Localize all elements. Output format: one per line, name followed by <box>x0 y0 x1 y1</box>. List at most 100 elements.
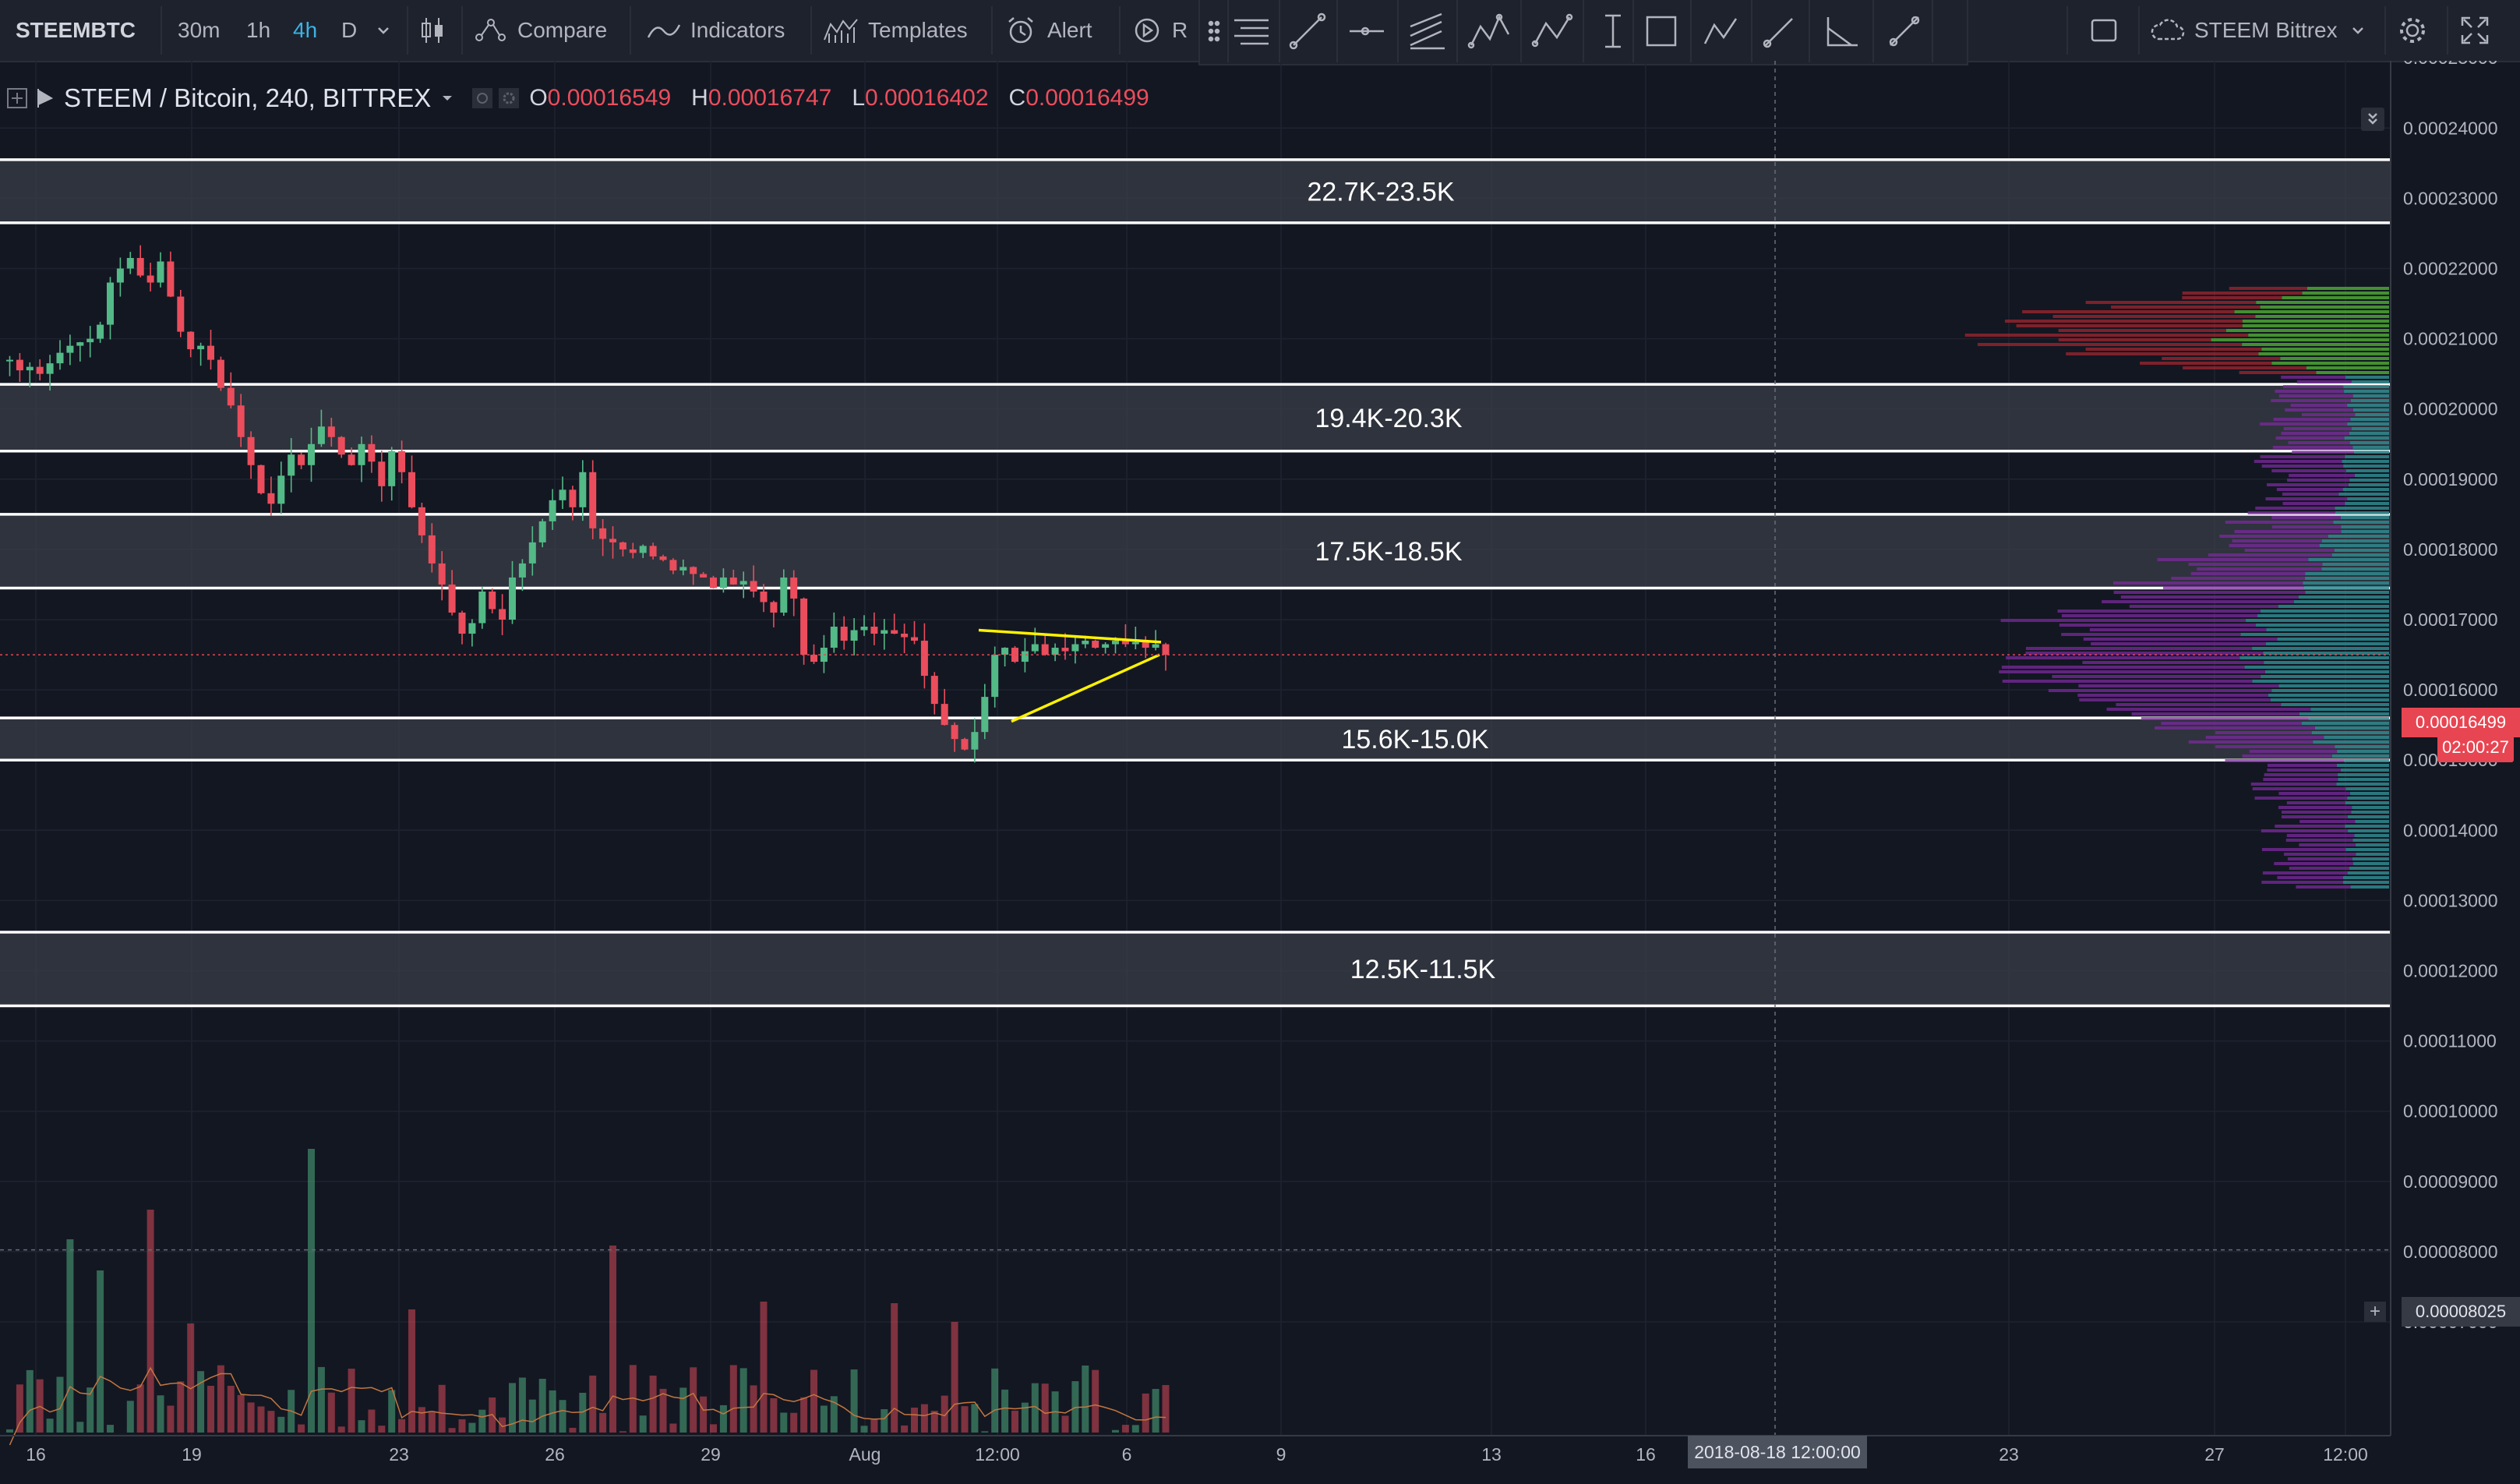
profile-bar-side <box>2272 446 2353 449</box>
horizontal-lines-icon[interactable] <box>1234 19 1269 45</box>
time-tick-label: 12:00 <box>975 1444 1020 1465</box>
profile-bar-main <box>2350 399 2389 402</box>
angle-tool-icon[interactable] <box>1826 17 1858 47</box>
profile-bar-side <box>2066 352 2259 355</box>
alert-button[interactable]: Alert <box>1005 0 1092 61</box>
zone-band <box>0 384 2391 451</box>
settings-icon[interactable] <box>498 87 520 109</box>
profile-bar-side <box>1964 334 2249 337</box>
profile-bar-side <box>2140 362 2272 365</box>
up-volume-bar <box>26 1369 34 1433</box>
profile-bar-side <box>2261 881 2343 884</box>
eye-icon[interactable] <box>471 87 493 109</box>
parallel-channel-icon[interactable] <box>1410 12 1445 50</box>
elliott-wave-icon[interactable] <box>1703 18 1738 44</box>
horizontal-ray-icon[interactable] <box>1350 26 1384 36</box>
measure-tool-icon[interactable] <box>1889 16 1920 47</box>
alarm-clock-icon <box>1008 17 1033 44</box>
add-alert-plus-icon[interactable]: + <box>2364 1302 2386 1322</box>
down-candle-body <box>408 472 415 507</box>
price-tick-label: 0.00022000 <box>2403 259 2498 279</box>
profile-bar-side <box>2288 441 2350 444</box>
chevron-down-icon[interactable] <box>376 0 391 61</box>
flag-icon[interactable] <box>36 87 55 109</box>
down-volume-bar <box>870 1419 878 1433</box>
up-volume-bar <box>317 1366 325 1433</box>
symmetrical-triangle-drawing[interactable] <box>978 628 1162 723</box>
layout-selector-button[interactable]: STEEM Bittrex <box>2149 0 2366 61</box>
profile-bar-side <box>2079 698 2271 701</box>
interval-30m-button[interactable]: 30m <box>178 0 220 61</box>
symbol-title[interactable]: STEEM / Bitcoin, 240, BITTREX <box>64 83 432 112</box>
profile-bar-side <box>2113 581 2303 585</box>
up-volume-bar <box>1071 1381 1079 1433</box>
up-volume-bar <box>86 1387 94 1433</box>
candlestick-icon[interactable] <box>419 0 446 61</box>
profile-bar-main <box>2335 507 2389 510</box>
up-candle-body <box>1001 648 1009 655</box>
templates-button[interactable]: Templates <box>823 0 968 61</box>
trend-line-icon[interactable] <box>1289 12 1326 50</box>
templates-label: Templates <box>868 18 968 42</box>
gear-icon[interactable] <box>2397 0 2428 61</box>
separator <box>161 6 162 55</box>
expand-icon[interactable] <box>6 87 28 109</box>
profile-bar-side <box>2162 586 2305 589</box>
up-volume-bar <box>1021 1402 1029 1433</box>
text-tool-icon[interactable] <box>1605 14 1621 48</box>
profile-bar-main <box>2280 357 2389 360</box>
indicators-button[interactable]: Indicators <box>647 0 785 61</box>
time-axis[interactable]: 16 19 23 26 29 Aug 12:00 6 9 13 16 23 27 12:00 <box>26 1444 2368 1465</box>
interval-1h-button[interactable]: 1h <box>246 0 270 61</box>
profile-bar-main <box>2345 787 2389 790</box>
down-candle-body <box>629 549 637 553</box>
compare-button[interactable]: Compare <box>474 0 607 61</box>
xabcd-pattern-icon[interactable] <box>1467 13 1510 49</box>
drag-handle-icon[interactable] <box>1208 20 1220 42</box>
profile-bar-main <box>2306 287 2389 290</box>
profile-bar-main <box>2355 413 2389 416</box>
down-volume-bar <box>438 1384 446 1433</box>
time-tick-label: 19 <box>182 1444 202 1465</box>
zone-band <box>0 931 2391 1006</box>
up-candle-body <box>1131 641 1139 645</box>
fullscreen-toggle-square-icon[interactable] <box>2090 0 2118 61</box>
profile-bar-side <box>2229 544 2320 547</box>
replay-button[interactable]: R <box>1131 0 1188 61</box>
fullscreen-icon[interactable] <box>2459 0 2490 61</box>
brush-icon[interactable] <box>1763 18 1793 48</box>
up-candle-body <box>991 655 999 698</box>
time-tick-label: 23 <box>1999 1444 2019 1465</box>
profile-bar-side <box>2111 306 2261 309</box>
profile-bar-main <box>2301 722 2389 725</box>
profile-bar-main <box>2340 516 2389 519</box>
profile-bar-main <box>2278 605 2389 608</box>
candlestick-series <box>6 245 1170 763</box>
profile-bar-main <box>2271 362 2389 365</box>
profile-bar-main <box>2268 694 2389 697</box>
profile-bar-main <box>2248 334 2389 337</box>
profile-bar-side <box>2157 558 2309 561</box>
profile-bar-side <box>2141 717 2309 720</box>
separator <box>991 6 993 55</box>
symbol-search-button[interactable]: STEEMBTC <box>16 0 136 61</box>
price-axis[interactable]: 0.00025000 0.00024000 0.00023000 0.00022000… <box>2403 61 2498 1332</box>
up-volume-bar <box>549 1390 556 1433</box>
profile-bar-main <box>2277 638 2389 641</box>
profile-bar-side <box>2154 726 2315 730</box>
price-chart[interactable]: 22.7K-23.5K 19.4K-20.3K 17.5K-18.5K 15.6K-1… <box>0 61 2520 1484</box>
abcd-pattern-icon[interactable] <box>1531 13 1573 48</box>
up-volume-bar <box>518 1377 526 1433</box>
up-candle-body <box>317 426 325 444</box>
bar-countdown-badge: 02:00:27 <box>2437 733 2514 762</box>
interval-d-button[interactable]: D <box>341 0 357 61</box>
interval-4h-button[interactable]: 4h <box>293 0 317 61</box>
time-tick-label: 27 <box>2204 1444 2225 1465</box>
rectangle-tool-icon[interactable] <box>1646 16 1677 47</box>
down-volume-bar <box>217 1365 224 1433</box>
chevron-down-icon[interactable] <box>440 91 454 105</box>
up-volume-bar <box>1152 1389 1159 1433</box>
up-volume-bar <box>1031 1383 1039 1433</box>
down-volume-bar <box>649 1375 657 1433</box>
scroll-to-realtime-icon[interactable] <box>2361 108 2384 131</box>
